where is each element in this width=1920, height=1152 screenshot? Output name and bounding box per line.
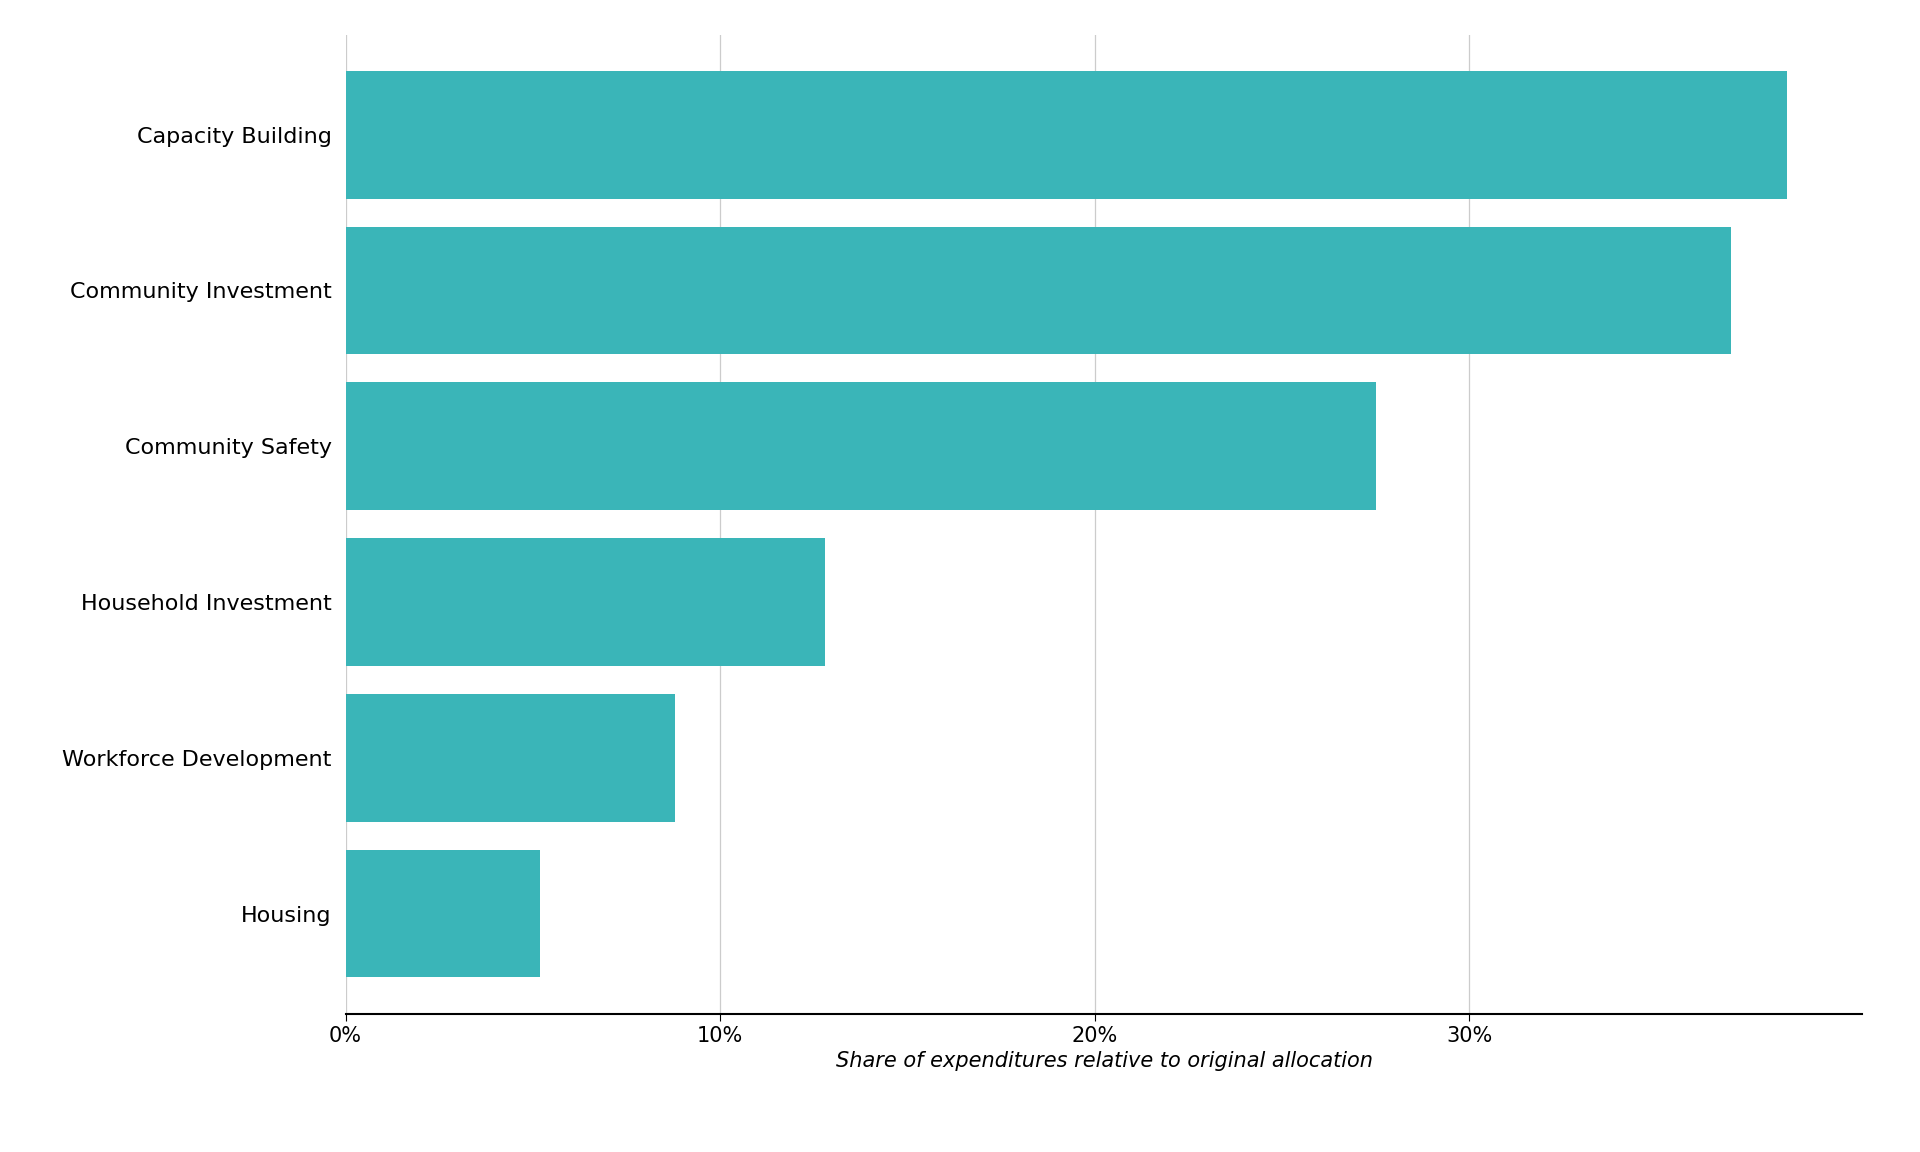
Bar (346, 70, 1788, 198)
Bar (346, 227, 1732, 355)
Bar (346, 694, 676, 821)
X-axis label: Share of expenditures relative to original allocation: Share of expenditures relative to origin… (835, 1051, 1373, 1071)
Bar (346, 382, 1375, 510)
Bar (346, 538, 826, 666)
Bar (346, 850, 540, 978)
